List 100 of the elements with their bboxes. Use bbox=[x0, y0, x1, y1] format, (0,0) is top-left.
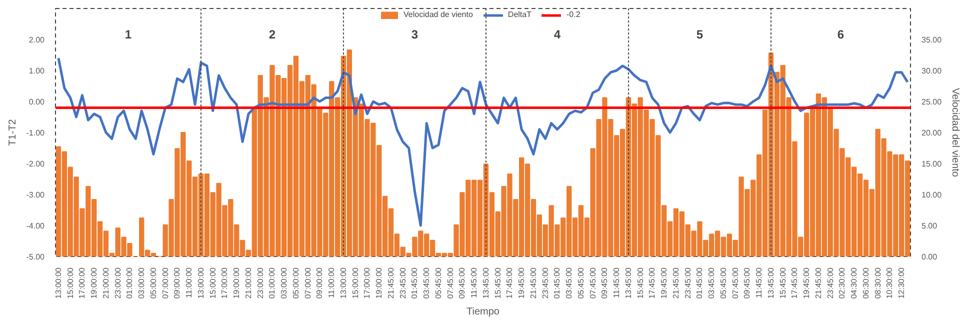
legend-label: DeltaT bbox=[508, 10, 532, 19]
x-tick-label: 11:00:00 bbox=[184, 266, 194, 298]
x-tick-label: 09:45:00 bbox=[600, 266, 610, 299]
x-tick-label: 11:45:00 bbox=[470, 266, 479, 298]
x-tick-label: 21:00:00 bbox=[244, 266, 253, 299]
x-tick-label: 06:30:00 bbox=[861, 266, 870, 299]
x-tick-label: 01:45:00 bbox=[410, 266, 420, 299]
x-tick-label: 19:00:00 bbox=[90, 266, 99, 299]
x-tick-label: 09:00:00 bbox=[172, 266, 182, 299]
y-tick-label: -1.00 bbox=[26, 128, 46, 138]
y2-tick-label: 25.00 bbox=[922, 98, 942, 106]
y2-tick-label: 30.00 bbox=[922, 66, 942, 76]
y2-tick-label: 5.00 bbox=[922, 222, 938, 230]
x-tick-label: 17:00:00 bbox=[362, 266, 372, 299]
x-tick-label: 07:00:00 bbox=[160, 266, 170, 299]
x-tick-label: 04:30:00 bbox=[850, 266, 859, 299]
x-tick-label: 19:45:00 bbox=[802, 266, 812, 299]
y-tick-label: -5.00 bbox=[26, 252, 46, 262]
x-tick-label: 03:45:00 bbox=[564, 266, 574, 299]
x-tick-label: 21:00:00 bbox=[101, 266, 110, 299]
annotation: 4 bbox=[554, 27, 561, 42]
x-tick-label: 23:45:00 bbox=[826, 266, 835, 299]
x-tick-label: 11:45:00 bbox=[754, 266, 764, 298]
x-tick-label: 05:45:00 bbox=[434, 266, 443, 299]
x-tick-label: 19:00:00 bbox=[374, 266, 384, 299]
y-axis-title: T1-T2 bbox=[7, 118, 18, 146]
x-tick-label: 05:00:00 bbox=[148, 266, 158, 299]
y2-tick-label: 0.00 bbox=[922, 252, 938, 262]
x-tick-label: 15:00:00 bbox=[208, 266, 218, 299]
y-tick-label: 1.00 bbox=[28, 66, 46, 76]
x-tick-label: 23:00:00 bbox=[113, 266, 122, 299]
x-tick-label: 23:45:00 bbox=[398, 266, 408, 299]
x-tick-label: 17:45:00 bbox=[648, 266, 657, 299]
x-tick-label: 03:00:00 bbox=[137, 266, 146, 299]
x-tick-label: 12:30:00 bbox=[897, 266, 906, 299]
x-tick-label: 21:45:00 bbox=[814, 266, 823, 299]
legend-label: Velocidad de viento bbox=[404, 10, 473, 19]
x-tick-label: 13:00:00 bbox=[54, 266, 63, 299]
annotation: 1 bbox=[124, 27, 132, 42]
annotation: 6 bbox=[837, 27, 844, 42]
x-tick-label: 01:00:00 bbox=[268, 266, 277, 299]
x-tick-label: 17:00:00 bbox=[78, 266, 87, 299]
x-tick-label: 07:45:00 bbox=[446, 266, 455, 299]
x-tick-label: 15:00:00 bbox=[350, 266, 360, 299]
y2-tick-label: 15.00 bbox=[922, 160, 942, 168]
x-tick-label: 19:00:00 bbox=[232, 266, 242, 299]
y-tick-label: 0.00 bbox=[28, 98, 46, 106]
x-tick-label: 02:30:00 bbox=[838, 266, 847, 299]
x-tick-label: 05:45:00 bbox=[576, 266, 586, 299]
x-tick-label: 05:45:00 bbox=[718, 266, 728, 299]
x-tick-label: 15:45:00 bbox=[636, 266, 645, 299]
x-tick-label: 11:00:00 bbox=[327, 266, 336, 298]
x-axis-title: Tiempo bbox=[466, 306, 500, 318]
x-tick-label: 17:00:00 bbox=[220, 266, 230, 299]
x-tick-label: 07:45:00 bbox=[730, 266, 740, 299]
y2-tick-label: 10.00 bbox=[922, 190, 942, 200]
x-tick-label: 13:45:00 bbox=[624, 266, 633, 299]
y2-tick-label: 35.00 bbox=[922, 36, 942, 44]
x-tick-label: 15:00:00 bbox=[66, 266, 75, 299]
x-tick-label: 01:45:00 bbox=[552, 266, 562, 299]
x-tick-label: 15:45:00 bbox=[778, 266, 788, 299]
x-tick-label: 13:00:00 bbox=[196, 266, 206, 299]
x-tick-label: 07:45:00 bbox=[588, 266, 598, 299]
y-tick-label: -4.00 bbox=[26, 222, 46, 230]
x-tick-label: 21:45:00 bbox=[528, 266, 538, 299]
x-tick-label: 03:45:00 bbox=[422, 266, 432, 299]
x-tick-label: 01:45:00 bbox=[695, 266, 704, 299]
x-tick-label: 17:45:00 bbox=[505, 266, 514, 299]
x-tick-label: 11:45:00 bbox=[612, 266, 622, 298]
x-tick-label: 13:45:00 bbox=[481, 266, 490, 299]
x-tick-label: 13:00:00 bbox=[338, 266, 348, 299]
x-tick-label: 15:45:00 bbox=[493, 266, 502, 299]
annotation: 5 bbox=[696, 27, 704, 42]
x-tick-label: 21:45:00 bbox=[386, 266, 396, 299]
y-tick-label: 2.00 bbox=[28, 36, 46, 44]
x-tick-label: 03:00:00 bbox=[280, 266, 289, 299]
x-tick-label: 09:00:00 bbox=[315, 266, 324, 299]
x-tick-label: 19:45:00 bbox=[660, 266, 669, 299]
x-tick-label: 23:45:00 bbox=[683, 266, 692, 299]
x-tick-label: 09:45:00 bbox=[742, 266, 752, 299]
x-tick-label: 13:45:00 bbox=[766, 266, 776, 299]
y2-axis-title: Velocidad del viento bbox=[950, 88, 961, 178]
x-tick-label: 10:30:00 bbox=[885, 266, 894, 299]
x-tick-label: 07:00:00 bbox=[303, 266, 312, 299]
x-tick-label: 19:45:00 bbox=[517, 266, 526, 299]
x-tick-label: 03:45:00 bbox=[707, 266, 716, 299]
x-tick-label: 01:00:00 bbox=[125, 266, 134, 299]
x-tick-label: 23:45:00 bbox=[540, 266, 550, 299]
annotation: 2 bbox=[268, 27, 276, 42]
y-tick-label: -3.00 bbox=[26, 190, 46, 200]
x-tick-label: 23:00:00 bbox=[256, 266, 265, 299]
y2-tick-label: 20.00 bbox=[922, 128, 942, 138]
x-tick-label: 09:45:00 bbox=[458, 266, 467, 299]
x-tick-label: 21:45:00 bbox=[671, 266, 680, 299]
legend-label: -0.2 bbox=[566, 10, 582, 19]
y-tick-label: -2.00 bbox=[26, 160, 46, 168]
x-tick-label: 08:30:00 bbox=[873, 266, 882, 299]
x-tick-label: 05:00:00 bbox=[291, 266, 300, 299]
annotation: 3 bbox=[411, 27, 418, 42]
x-tick-label: 17:45:00 bbox=[790, 266, 800, 299]
